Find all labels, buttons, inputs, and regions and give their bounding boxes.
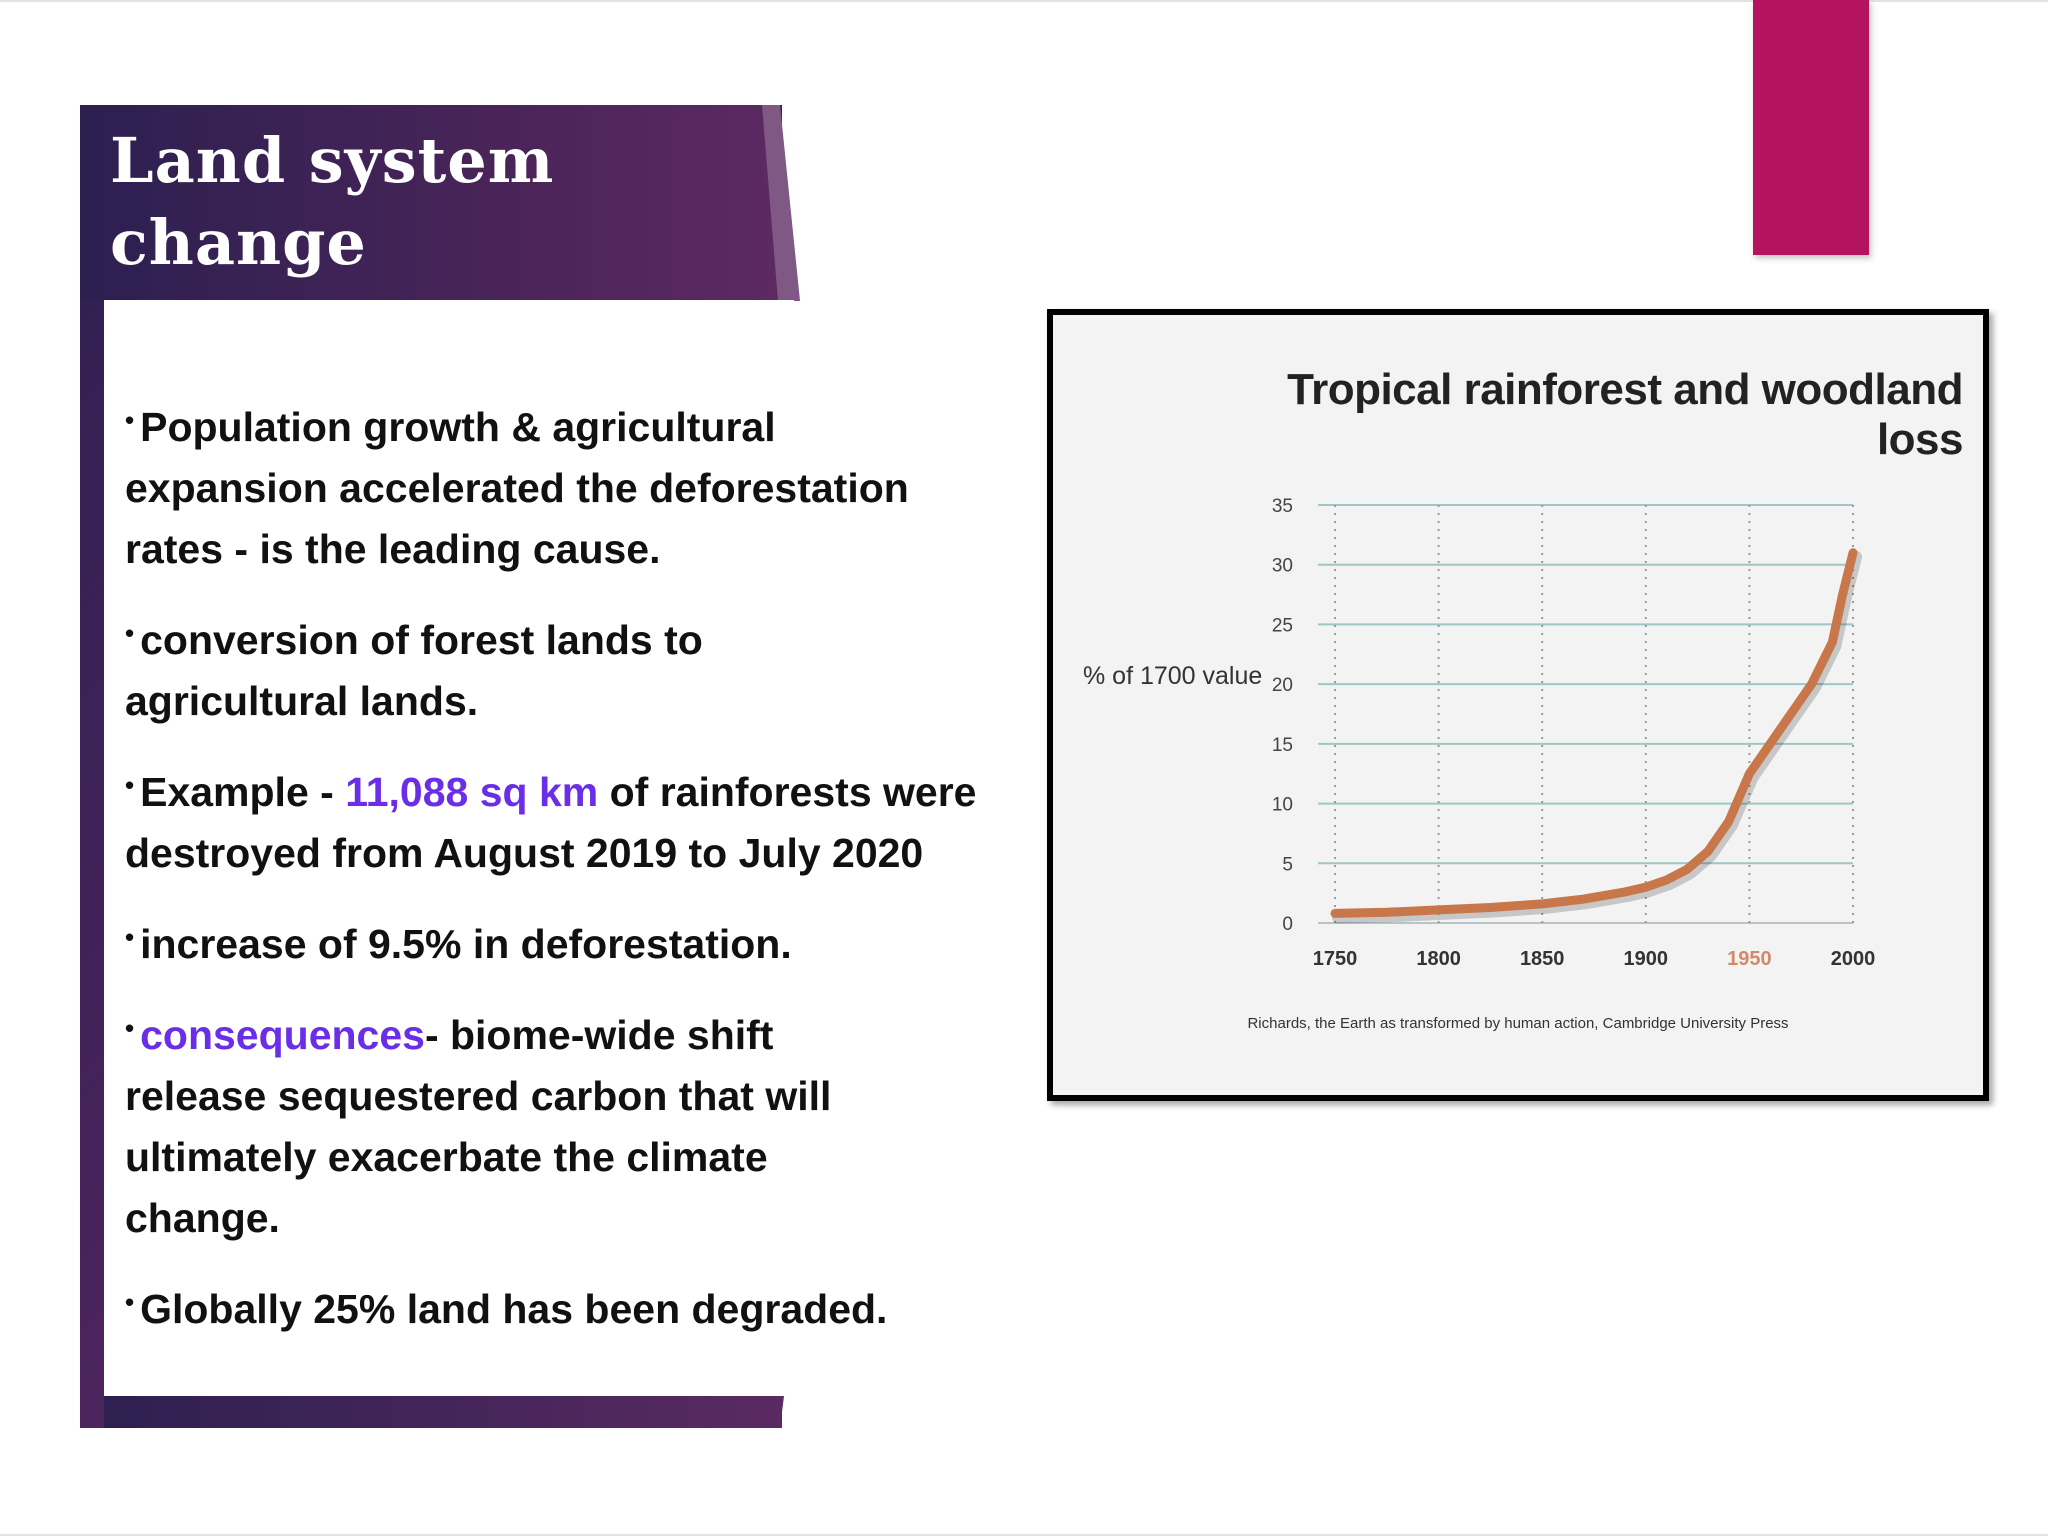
bullet-item: • Population growth & agricultural expans… xyxy=(125,390,985,580)
bullet-dot-icon: • xyxy=(125,1287,135,1317)
bullet-dot-icon: • xyxy=(125,405,135,435)
bullet-dot-icon: • xyxy=(125,618,135,648)
top-rule xyxy=(0,0,2048,2)
slide-title: Land system change xyxy=(110,120,554,284)
bullet-text: Population growth & agricultural expansi… xyxy=(125,404,909,572)
content-panel xyxy=(104,300,794,1396)
chart-y-tick-label: 5 xyxy=(1282,854,1293,875)
bullet-text-pre: Example - xyxy=(140,769,346,815)
bullet-list: • Population growth & agricultural expans… xyxy=(125,390,985,1363)
chart-figure: Tropical rainforest and woodland loss % … xyxy=(1047,309,1989,1101)
bullet-text-post: of rainforests were destroyed from Augus… xyxy=(125,769,977,876)
chart-series-line xyxy=(1330,548,1858,918)
bullet-item: • Globally 25% land has been degraded. xyxy=(125,1272,985,1340)
footer-banner xyxy=(104,1396,784,1428)
chart-y-tick-label: 35 xyxy=(1272,496,1293,517)
chart-y-tick-label: 10 xyxy=(1272,795,1293,816)
bullet-text: conversion of forest lands to agricultur… xyxy=(125,617,703,724)
chart-y-axis-label: % of 1700 value xyxy=(1083,662,1263,690)
bullet-text: Globally 25% land has been degraded. xyxy=(140,1286,888,1332)
chart-x-tick-label: 2000 xyxy=(1831,948,1876,970)
bullet-dot-icon: • xyxy=(125,1013,135,1043)
highlight-consequences: consequences xyxy=(140,1012,425,1058)
chart-x-tick-label: 1950 xyxy=(1727,948,1772,970)
bullet-text-post: - biome-wide shift release sequestered c… xyxy=(125,1012,832,1241)
chart-y-tick-label: 25 xyxy=(1272,615,1293,636)
chart-x-tick-label: 1800 xyxy=(1416,948,1461,970)
chart-y-tick-label: 15 xyxy=(1272,735,1293,756)
chart-title: Tropical rainforest and woodland loss xyxy=(1287,365,1963,464)
slide-title-line-1: Land system xyxy=(110,124,555,197)
bullet-item: • consequences- biome-wide shift release … xyxy=(125,998,925,1249)
chart-credit: Richards, the Earth as transformed by hu… xyxy=(1247,1015,1789,1032)
bullet-item: • Example - 11,088 sq km of rainforests w… xyxy=(125,755,985,884)
highlight-area-value: 11,088 sq km xyxy=(345,769,599,815)
bullet-item: • increase of 9.5% in deforestation. xyxy=(125,907,985,975)
chart-plot: 0 5 10 15 20 25 30 35 1750 1800 1850 1900 1950 2000 xyxy=(1272,496,1876,970)
bottom-rule xyxy=(0,1534,2048,1536)
chart-y-tick-label: 30 xyxy=(1272,556,1293,577)
title-banner xyxy=(80,105,800,301)
chart-x-tick-label: 1850 xyxy=(1520,948,1565,970)
bullet-dot-icon: • xyxy=(125,922,135,952)
chart-y-tick-label: 20 xyxy=(1272,675,1293,696)
chart-x-tick-label: 1750 xyxy=(1313,948,1358,970)
slide-title-line-2: change xyxy=(110,206,367,279)
bullet-dot-icon: • xyxy=(125,770,135,800)
chart-x-tick-label: 1900 xyxy=(1624,948,1669,970)
bullet-item: • conversion of forest lands to agricultu… xyxy=(125,603,805,732)
accent-bar xyxy=(1753,0,1869,255)
chart-y-tick-label: 0 xyxy=(1282,914,1293,935)
bullet-text: increase of 9.5% in deforestation. xyxy=(140,921,792,967)
